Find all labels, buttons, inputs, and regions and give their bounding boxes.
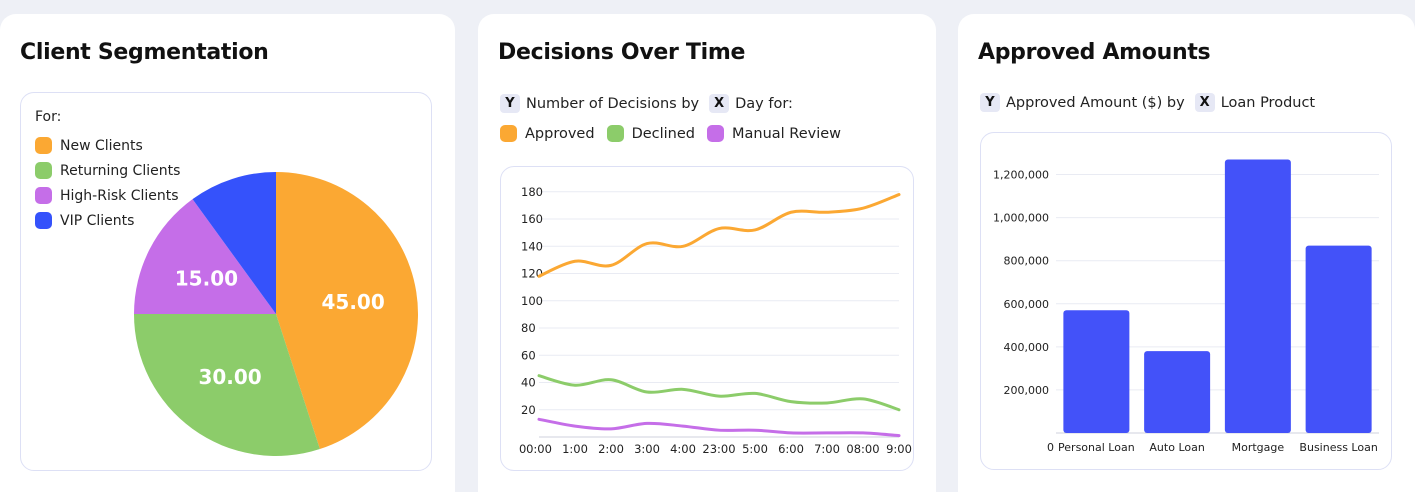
x-axis-badge: X: [1194, 93, 1215, 112]
x-tick-label: 23:00: [702, 442, 735, 456]
x-tick-label: 6:00: [778, 442, 804, 456]
pie-legend-item: VIP Clients: [35, 208, 180, 233]
pie-value-label: 15.00: [175, 267, 238, 291]
legend-swatch: [35, 212, 52, 229]
pie-legend-title: For:: [35, 109, 62, 125]
y-tick-label: 1,000,000: [993, 212, 1049, 225]
x-tick-label: 9:00: [886, 442, 912, 456]
y-tick-label: 800,000: [1004, 255, 1050, 268]
line-chart-panel: 20 40 60 80 100 120 140 160 180 0 0:00 1:00 2:00 3:00…: [500, 166, 914, 471]
x-tick-label: Mortgage: [1232, 441, 1285, 454]
x-tick-label: 0:00: [526, 442, 552, 456]
legend-swatch: [35, 137, 52, 154]
legend-swatch: [707, 125, 724, 142]
y-tick-label: 180: [521, 185, 543, 199]
bar-chart-panel: 200,000 400,000 600,000 800,000 1,000,000 1,2…: [980, 132, 1392, 470]
legend-label: Declined: [631, 125, 695, 142]
x-tick-label: 1:00: [562, 442, 588, 456]
line-chart: 20 40 60 80 100 120 140 160 180 0 0:00 1:00 2:00 3:00…: [519, 185, 912, 456]
y-tick-label: 60: [521, 348, 536, 362]
y-axis-badge: Y: [980, 93, 1000, 112]
pie-legend-item: Returning Clients: [35, 158, 180, 183]
pie-chart-panel: 45.00 30.00 15.00 For: New Clients Returnin…: [20, 92, 432, 471]
legend-label: Manual Review: [732, 125, 842, 142]
y-tick-label: 40: [521, 376, 536, 390]
legend-swatch: [35, 162, 52, 179]
pie-legend-item: New Clients: [35, 133, 180, 158]
bar: [1305, 245, 1372, 433]
x-tick-label: Auto Loan: [1149, 441, 1204, 454]
decisions-series-legend: Approved Declined Manual Review: [500, 125, 853, 142]
series-line-declined: [537, 374, 901, 412]
x-axis-text: Loan Product: [1220, 94, 1316, 111]
x-tick-label: 5:00: [742, 442, 768, 456]
legend-label: High-Risk Clients: [60, 187, 179, 204]
series-legend-item: Declined: [606, 125, 695, 142]
pie-value-label: 30.00: [198, 365, 261, 389]
bar: [1063, 310, 1130, 433]
x-tick-label: 2:00: [598, 442, 624, 456]
y-tick-label: 400,000: [1004, 341, 1050, 354]
y-tick-label: 120: [521, 267, 543, 281]
legend-swatch: [606, 125, 624, 142]
pie-slice-returning-clients: [134, 314, 320, 457]
bar: [1224, 159, 1291, 433]
legend-label: VIP Clients: [60, 212, 135, 229]
y-tick-label: 600,000: [1004, 298, 1050, 311]
y-tick-label: 160: [521, 212, 543, 226]
pie-chart: 45.00 30.00 15.00: [134, 172, 418, 457]
pie-slice-new-clients: [276, 172, 418, 450]
pie-slice-high-risk-clients: [134, 199, 276, 314]
pie-legend: New Clients Returning Clients High-Risk Cl…: [35, 133, 180, 233]
amounts-axis-description: Y Approved Amount ($) by X Loan Product: [980, 93, 1315, 112]
x-tick-label: 7:00: [814, 442, 840, 456]
approved-amounts-title: Approved Amounts: [978, 40, 1211, 65]
pie-slice-vip-clients: [192, 172, 276, 314]
legend-label: Returning Clients: [60, 162, 181, 179]
x-tick-label: Business Loan: [1299, 441, 1377, 454]
series-line-manual-review: [537, 417, 901, 438]
y-tick-label: 20: [521, 403, 536, 417]
decisions-over-time-card: Decisions Over Time Y Number of Decision…: [478, 14, 936, 492]
y-tick-label: 100: [521, 294, 543, 308]
x-axis-badge: X: [709, 94, 730, 113]
y-axis-badge: Y: [500, 94, 520, 113]
y-axis-text: Approved Amount ($) by: [1006, 94, 1185, 111]
legend-label: Approved: [525, 125, 595, 142]
y-tick-label: 80: [521, 321, 536, 335]
x-axis-text: Day for:: [735, 95, 793, 112]
x-tick-label: 4:00: [670, 442, 696, 456]
y-axis-text: Number of Decisions by: [526, 95, 700, 112]
bar: [1144, 351, 1211, 433]
series-legend-item: Manual Review: [707, 125, 841, 142]
client-segmentation-title: Client Segmentation: [20, 40, 269, 65]
y-tick-label: 200,000: [1004, 384, 1050, 397]
client-segmentation-card: Client Segmentation 45.00 30.00 15.00 For:…: [0, 14, 455, 492]
y-tick-label: 140: [521, 239, 543, 253]
x-tick-label: 3:00: [634, 442, 660, 456]
pie-legend-item: High-Risk Clients: [35, 183, 180, 208]
legend-swatch: [35, 187, 52, 204]
x-tick-label: Personal Loan: [1058, 441, 1135, 454]
pie-value-label: 45.00: [322, 290, 385, 314]
x-tick-label: 08:00: [846, 442, 879, 456]
bar-chart: 200,000 400,000 600,000 800,000 1,000,000 1,2…: [993, 159, 1379, 454]
legend-swatch: [500, 125, 517, 142]
decisions-axis-description: Y Number of Decisions by X Day for:: [500, 94, 793, 113]
approved-amounts-card: Approved Amounts Y Approved Amount ($) b…: [958, 14, 1415, 492]
zero-tick-label: 0: [1047, 441, 1054, 454]
legend-label: New Clients: [60, 137, 143, 154]
series-line-approved: [537, 193, 901, 278]
series-legend-item: Approved: [500, 125, 595, 142]
decisions-over-time-title: Decisions Over Time: [498, 40, 746, 65]
y-tick-label: 1,200,000: [993, 169, 1049, 182]
zero-tick-label: 0: [519, 442, 526, 456]
